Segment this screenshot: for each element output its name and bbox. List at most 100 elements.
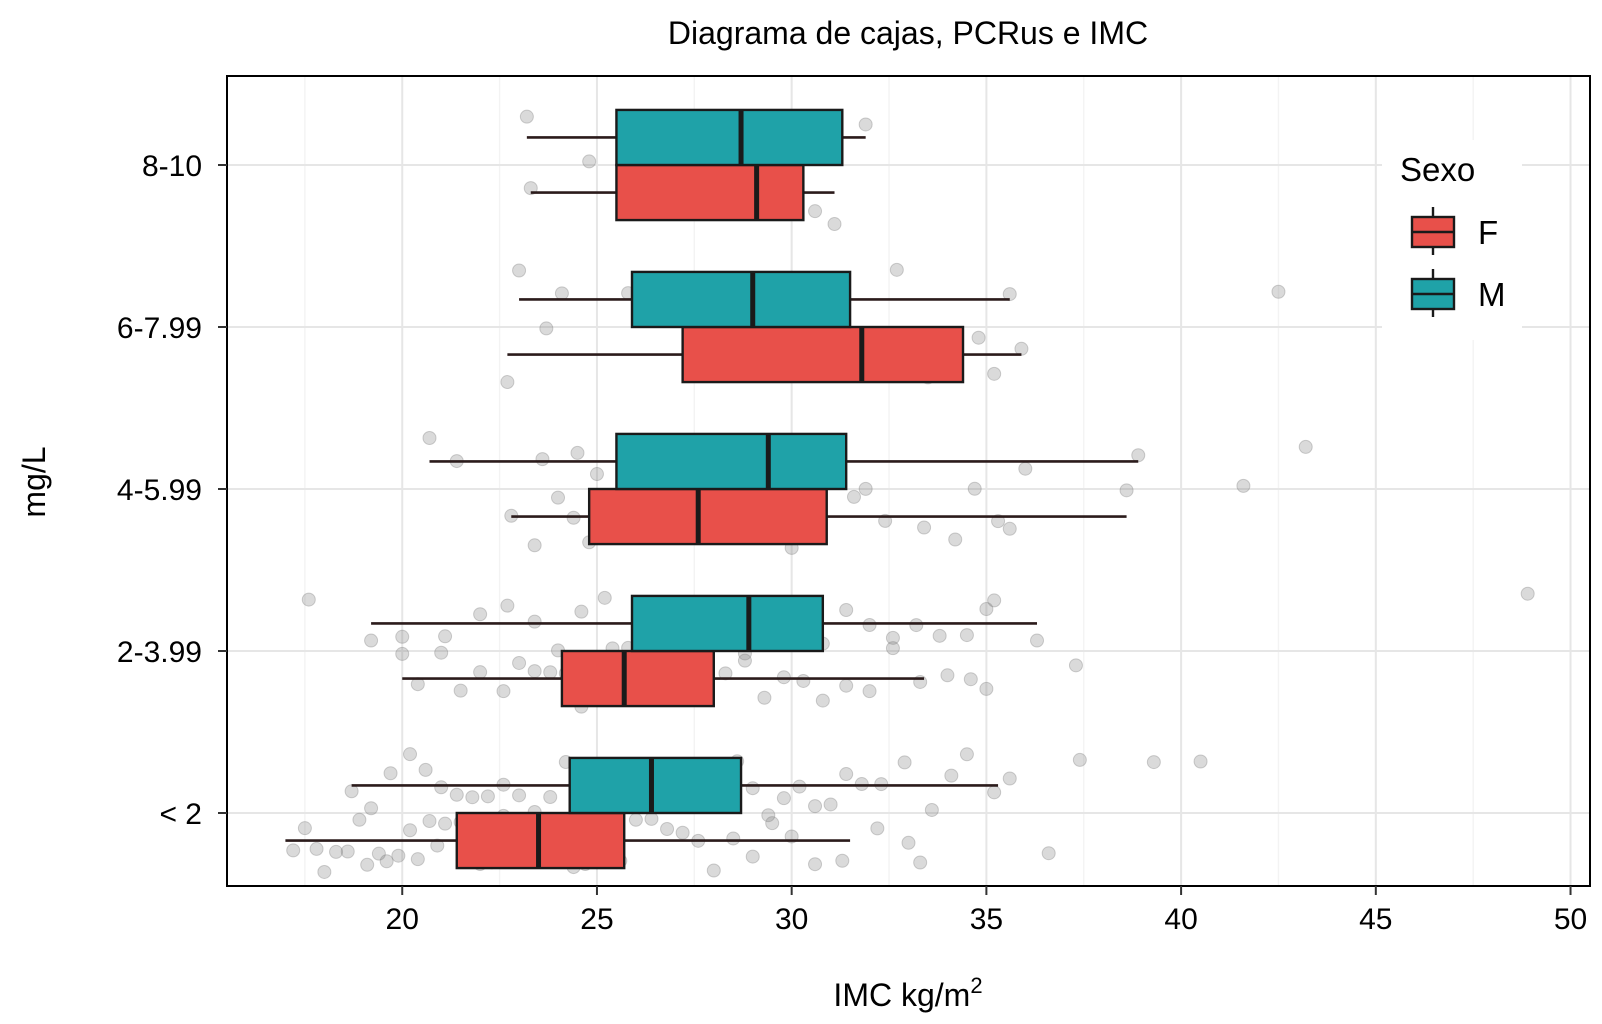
data-point [297,821,312,836]
box-F [560,649,715,708]
data-point [1072,752,1087,767]
data-point [430,838,445,853]
data-point [527,614,542,629]
data-point [839,767,854,782]
data-point [827,217,842,232]
data-point [991,514,1006,529]
data-point [360,857,375,872]
data-point [979,681,994,696]
y-tick-label: 8-10 [142,150,202,183]
x-tick-label: 45 [1359,903,1392,936]
data-point [808,204,823,219]
legend-label-F: F [1478,214,1498,251]
data-point [675,825,690,840]
data-point [1271,284,1286,299]
grid [227,76,1590,886]
data-point [846,489,861,504]
data-point [527,538,542,553]
data-point [395,629,410,644]
data-point [726,831,741,846]
data-point [823,797,838,812]
box-M [630,270,852,329]
data-point [967,481,982,496]
data-point [301,592,316,607]
data-point [582,154,597,169]
data-point [885,630,900,645]
x-tick-label: 50 [1554,903,1587,936]
data-point [987,593,1002,608]
data-point [422,431,437,446]
data-point [628,812,643,827]
data-point [438,629,453,644]
plot-panel [227,76,1590,886]
data-point [909,618,924,633]
data-point [449,787,464,802]
data-point [913,855,928,870]
y-tick-label: 6-7.99 [117,312,202,345]
data-point [1119,483,1134,498]
data-point [371,846,386,861]
data-point [761,808,776,823]
data-point [862,618,877,633]
data-point [543,665,558,680]
data-point [1002,521,1017,536]
data-point [815,693,830,708]
data-point [379,854,394,869]
data-point [796,673,811,688]
data-point [959,628,974,643]
data-point [706,863,721,878]
data-point [1131,448,1146,463]
data-point [539,321,554,336]
data-point [364,801,379,816]
data-point [885,641,900,656]
data-point [480,789,495,804]
data-point [971,330,986,345]
data-point [352,812,367,827]
box-M [615,108,844,167]
data-point [543,790,558,805]
data-point [1018,461,1033,476]
data-point [874,777,889,792]
data-point [757,690,772,705]
data-point [917,520,932,535]
legend-title: Sexo [1400,151,1475,188]
box-M [568,756,743,815]
data-point [500,598,515,613]
data-point [858,481,873,496]
data-point [1520,586,1535,601]
data-point [963,672,978,687]
data-point [870,821,885,836]
x-axis-title: IMC kg/m2 [833,973,982,1013]
data-point [512,788,527,803]
data-point [418,762,433,777]
data-point [1002,771,1017,786]
data-point [987,785,1002,800]
data-point [1193,754,1208,769]
data-point [473,607,488,622]
data-point [1236,478,1251,493]
data-point [737,653,752,668]
data-point [948,532,963,547]
data-point [839,678,854,693]
x-tick-label: 30 [775,903,808,936]
legend: Sexo FM [1382,140,1522,340]
data-point [1030,633,1045,648]
data-point [589,467,604,482]
data-point [889,262,904,277]
data-point [776,670,791,685]
data-point [422,814,437,829]
data-point [839,602,854,617]
data-point [465,790,480,805]
box-M [615,432,848,491]
data-point [944,768,959,783]
y-axis-title: mg/L [16,446,52,517]
y-tick-label: 2-3.99 [117,636,202,669]
data-point [862,684,877,699]
data-point [391,848,406,863]
data-point [858,117,873,132]
data-point [496,684,511,699]
data-point [574,604,589,619]
data-point [932,628,947,643]
data-point [434,780,449,795]
